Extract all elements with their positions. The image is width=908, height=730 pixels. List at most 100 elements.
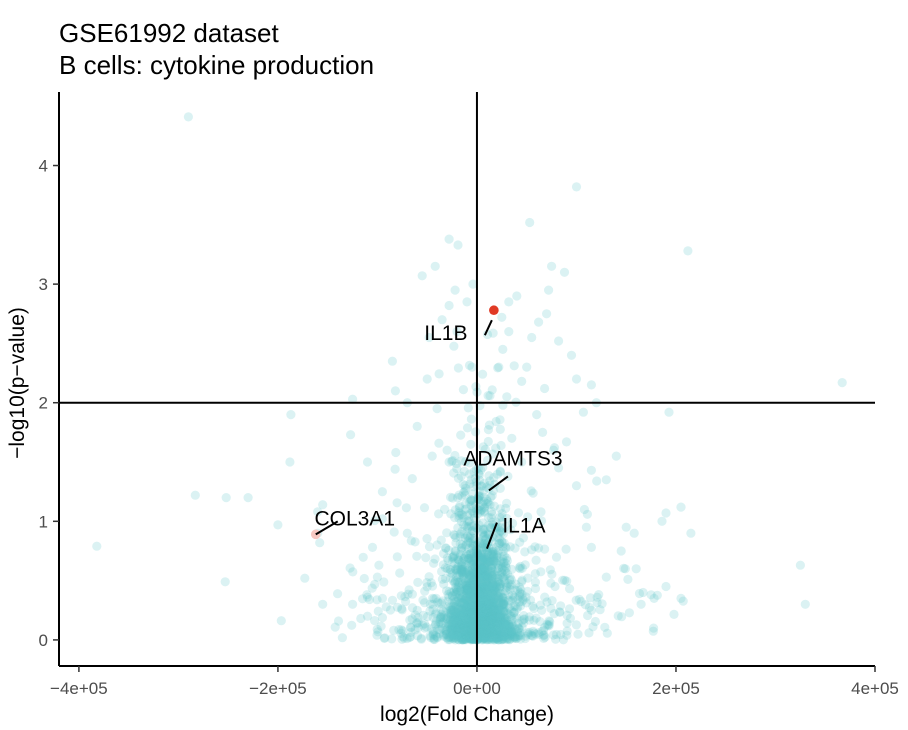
data-point bbox=[431, 619, 441, 629]
data-point bbox=[443, 633, 453, 643]
data-point bbox=[481, 622, 491, 632]
data-point bbox=[497, 569, 507, 579]
data-point bbox=[333, 616, 344, 626]
data-point bbox=[461, 580, 471, 590]
data-point bbox=[495, 583, 505, 593]
data-point bbox=[481, 628, 491, 638]
data-point bbox=[431, 631, 441, 641]
data-point bbox=[504, 595, 514, 605]
data-point bbox=[494, 611, 504, 622]
data-point bbox=[523, 573, 533, 583]
data-point bbox=[315, 538, 325, 548]
data-point bbox=[457, 593, 467, 603]
data-point bbox=[493, 635, 503, 645]
data-point bbox=[506, 629, 517, 639]
data-point bbox=[505, 542, 515, 552]
data-point bbox=[456, 634, 466, 644]
data-point bbox=[510, 632, 520, 642]
data-point bbox=[436, 619, 446, 629]
data-point bbox=[495, 538, 505, 549]
data-point bbox=[422, 612, 433, 622]
data-point bbox=[390, 464, 400, 474]
data-point bbox=[500, 570, 510, 581]
data-point bbox=[542, 309, 552, 319]
data-point bbox=[491, 517, 501, 527]
data-point bbox=[458, 635, 468, 645]
data-point bbox=[486, 611, 496, 621]
data-point bbox=[489, 594, 499, 604]
data-point bbox=[504, 622, 514, 632]
data-point bbox=[466, 495, 477, 505]
data-point bbox=[442, 604, 452, 614]
data-point bbox=[475, 606, 486, 616]
data-point bbox=[452, 572, 462, 582]
data-point bbox=[493, 635, 504, 645]
data-point bbox=[483, 615, 493, 626]
chart-subtitle: B cells: cytokine production bbox=[59, 50, 374, 80]
data-point bbox=[517, 616, 527, 626]
y-tick-label: 3 bbox=[39, 275, 48, 294]
data-point bbox=[493, 631, 503, 641]
data-point bbox=[347, 620, 357, 630]
data-point bbox=[492, 577, 502, 587]
data-point bbox=[501, 633, 512, 643]
data-point bbox=[483, 590, 493, 600]
data-point bbox=[464, 629, 474, 639]
data-point bbox=[500, 627, 510, 638]
data-point bbox=[486, 550, 496, 560]
data-point bbox=[333, 589, 343, 599]
data-point bbox=[493, 613, 503, 623]
data-point bbox=[432, 404, 442, 414]
data-point bbox=[476, 628, 486, 639]
data-point bbox=[486, 614, 496, 624]
data-point bbox=[517, 589, 527, 599]
data-point bbox=[511, 579, 521, 589]
points-layer bbox=[92, 112, 847, 645]
data-point bbox=[505, 584, 515, 595]
data-point bbox=[487, 610, 497, 620]
data-point bbox=[454, 513, 464, 523]
data-point bbox=[436, 613, 446, 623]
data-point bbox=[467, 581, 477, 591]
data-point bbox=[486, 563, 496, 573]
data-point bbox=[457, 635, 467, 645]
data-point bbox=[648, 626, 658, 636]
data-point bbox=[449, 614, 459, 624]
data-point bbox=[484, 543, 494, 553]
data-point bbox=[404, 585, 414, 595]
data-point bbox=[537, 626, 547, 637]
data-point bbox=[586, 465, 597, 475]
data-point bbox=[449, 599, 459, 609]
data-point bbox=[387, 595, 398, 605]
data-point bbox=[455, 586, 465, 596]
data-point bbox=[460, 633, 470, 644]
data-point bbox=[558, 635, 569, 645]
data-point bbox=[481, 552, 491, 562]
data-point bbox=[487, 560, 497, 570]
data-point bbox=[348, 567, 358, 577]
data-point bbox=[490, 607, 500, 617]
data-point bbox=[479, 628, 490, 638]
data-point bbox=[444, 300, 454, 311]
data-point bbox=[462, 614, 472, 624]
data-point bbox=[453, 623, 463, 633]
data-point bbox=[465, 630, 475, 641]
data-point bbox=[471, 382, 481, 392]
data-point bbox=[490, 621, 500, 631]
data-point bbox=[491, 558, 501, 568]
data-point bbox=[421, 553, 431, 563]
data-point bbox=[428, 612, 438, 623]
data-point bbox=[571, 481, 582, 491]
data-point bbox=[489, 604, 500, 614]
data-point bbox=[448, 633, 458, 643]
data-point bbox=[502, 582, 512, 592]
data-point bbox=[286, 410, 296, 420]
data-point bbox=[487, 509, 497, 519]
data-point bbox=[480, 604, 490, 615]
data-point bbox=[473, 550, 483, 560]
data-point bbox=[561, 437, 572, 447]
data-point bbox=[436, 535, 446, 545]
data-point bbox=[475, 624, 486, 634]
data-point bbox=[515, 561, 526, 572]
data-point bbox=[464, 623, 474, 634]
